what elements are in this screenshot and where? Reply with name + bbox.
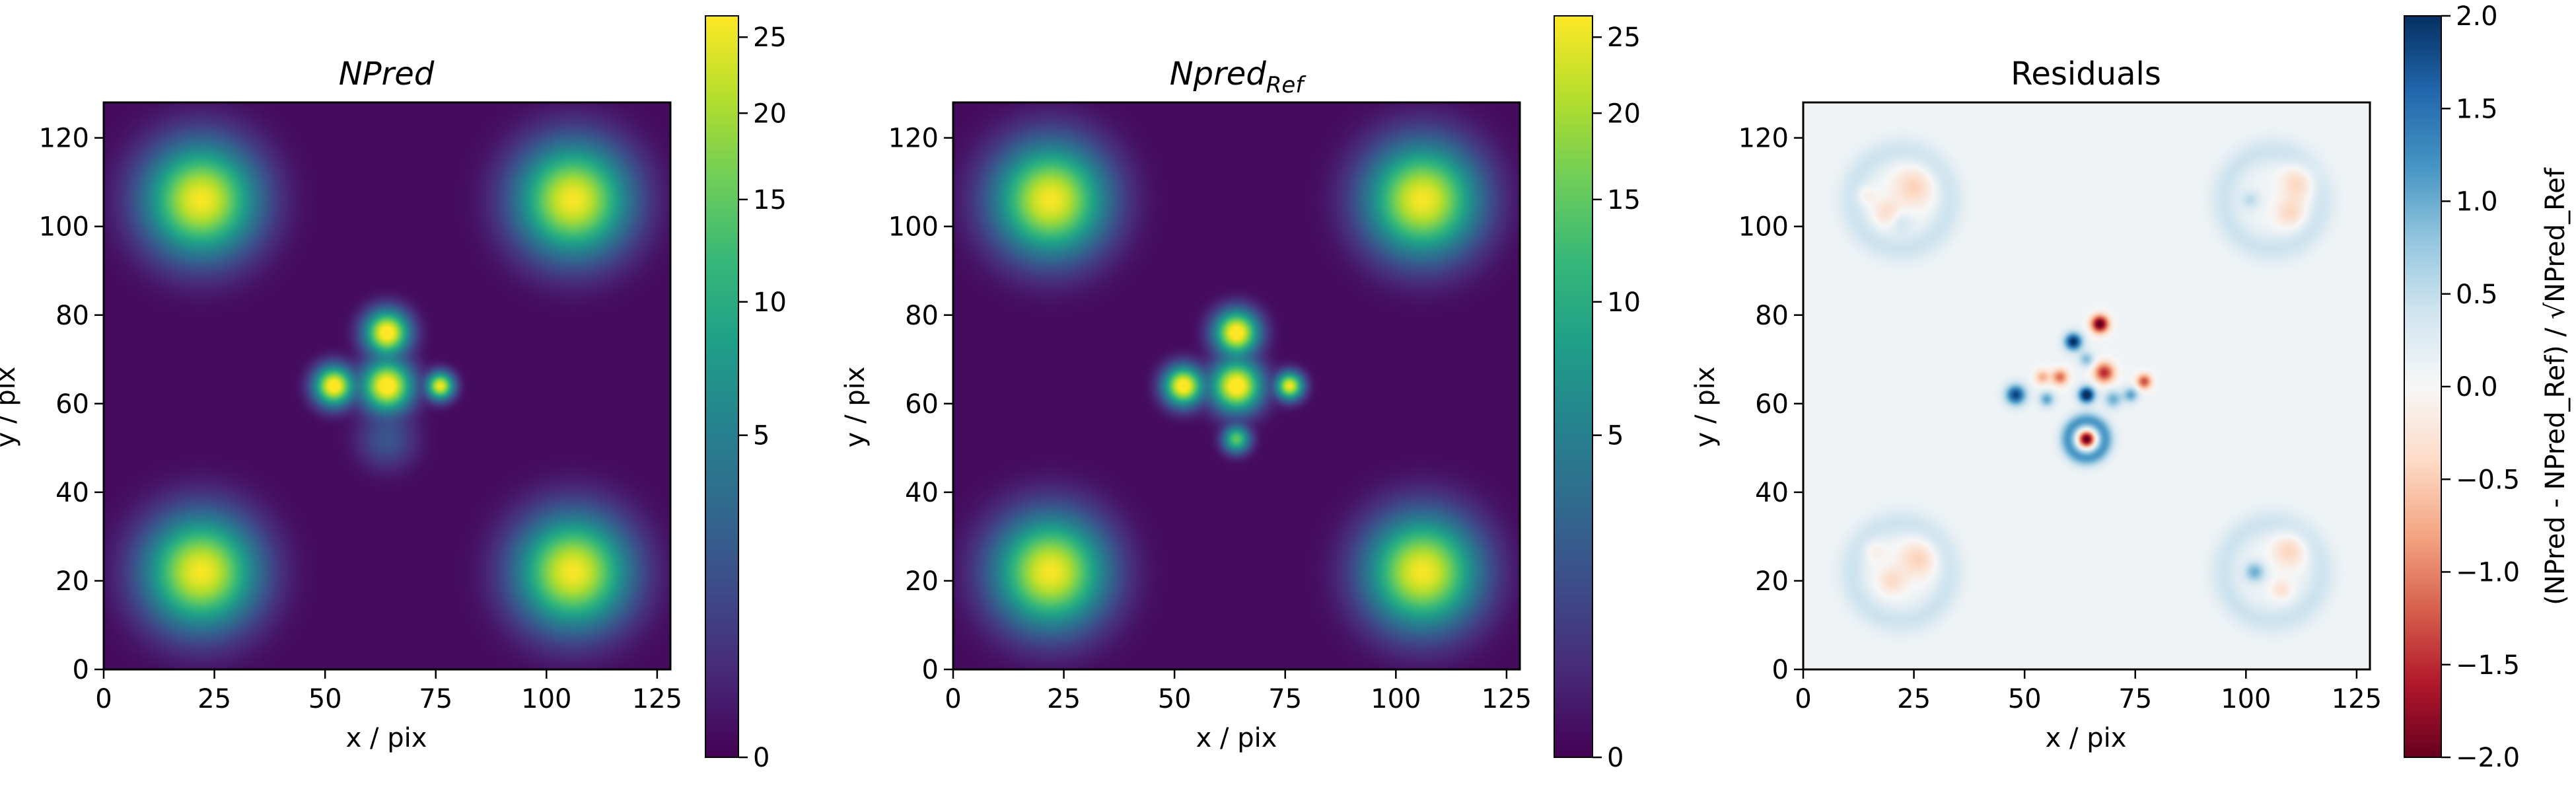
colorbar-tick-label: 2.0: [2456, 1, 2498, 32]
x-tick-label: 50: [2008, 684, 2042, 714]
y-tick-label: 0: [73, 655, 89, 685]
residuals-x-axis-label: x / pix: [2046, 723, 2127, 753]
x-tick-label: 125: [2332, 684, 2382, 714]
residuals-heatmap: [1803, 102, 2370, 669]
npred-ref-heatmap-frame: [953, 102, 1520, 669]
y-tick-label: 80: [55, 301, 89, 331]
residuals-axis-ticks: 0 25 50 75 100 125 0 20 40 60 80 100 120: [1738, 124, 2382, 714]
colorbar-tick-label: 15: [1607, 185, 1641, 215]
panel-residuals: Residuals 0 25 50 75 100 125 0 20 40 60 80 100 120 x…: [1690, 1, 2571, 773]
x-tick-label: 50: [308, 684, 342, 714]
npred-axis-ticks: 0 25 50 75 100 125 0 20 40 60 80 100 120: [39, 124, 682, 714]
y-tick-label: 120: [1738, 124, 1789, 154]
colorbar-tick-label: 0.5: [2456, 280, 2498, 310]
y-tick-label: 60: [55, 389, 89, 420]
colorbar-tick-label: 5: [753, 421, 769, 451]
residuals-axes-frame: [1802, 101, 2371, 671]
npred-ref-axes-frame: [952, 101, 1521, 671]
y-tick-label: 80: [1755, 301, 1789, 331]
npred-ref-colorbar: [1554, 16, 1592, 757]
y-tick-label: 0: [1772, 655, 1789, 685]
npred-ref-colorbar-ticks: 0 5 10 15 20 25: [1592, 22, 1641, 773]
x-tick-label: 75: [1268, 684, 1302, 714]
x-tick-label: 125: [1482, 684, 1532, 714]
npred-colorbar-ticks: 0 5 10 15 20 25: [738, 22, 787, 773]
npred-ref-title-subscript: Ref: [1266, 72, 1307, 98]
y-tick-label: 20: [55, 566, 89, 597]
x-tick-label: 75: [2118, 684, 2152, 714]
npred-colorbar-frame: [705, 15, 739, 758]
y-tick-label: 40: [905, 478, 939, 508]
npred-colorbar: [705, 16, 738, 757]
colorbar-tick-label: 1.5: [2456, 94, 2498, 124]
colorbar-tick-label: 1.0: [2456, 187, 2498, 217]
colorbar-tick-label: 0.0: [2456, 372, 2498, 402]
residuals-colorbar-label: (NPred - NPred_Ref) / √NPred_Ref: [2540, 167, 2571, 605]
x-tick-label: 50: [1158, 684, 1192, 714]
y-tick-label: 100: [888, 212, 939, 243]
colorbar-tick-label: 20: [1607, 98, 1641, 129]
x-tick-label: 25: [1047, 684, 1081, 714]
y-tick-label: 20: [1755, 566, 1789, 597]
x-tick-label: 25: [197, 684, 231, 714]
y-tick-label: 100: [39, 212, 89, 243]
npred-axes-frame: [102, 101, 672, 671]
colorbar-tick-label: −0.5: [2456, 465, 2520, 495]
colorbar-tick-label: 15: [753, 185, 787, 215]
colorbar-tick-label: 25: [753, 22, 787, 53]
npred-ref-y-axis-label: y / pix: [840, 367, 871, 448]
y-tick-label: 20: [905, 566, 939, 597]
y-tick-label: 60: [1755, 389, 1789, 420]
y-tick-label: 100: [1738, 212, 1789, 243]
colorbar-tick-label: 0: [1607, 743, 1624, 773]
residuals-colorbar-ticks: −2.0 −1.5 −1.0 −0.5 0.0 0.5 1.0 1.5 2.0: [2441, 1, 2520, 773]
y-tick-label: 40: [55, 478, 89, 508]
x-tick-label: 100: [2221, 684, 2271, 714]
npred-ref-title-main: Npred: [1170, 56, 1267, 93]
residuals-colorbar: [2404, 16, 2441, 757]
npred-heatmap: [104, 102, 670, 669]
colorbar-tick-label: −1.5: [2456, 650, 2520, 681]
y-tick-label: 120: [888, 124, 939, 154]
npred-ref-x-axis-label: x / pix: [1196, 723, 1277, 753]
npred-ref-heatmap: [953, 102, 1520, 669]
y-tick-label: 60: [905, 389, 939, 420]
residuals-heatmap-frame: [1803, 102, 2370, 669]
npred-ref-colorbar-frame: [1554, 15, 1593, 758]
x-tick-label: 25: [1897, 684, 1931, 714]
x-tick-label: 0: [95, 684, 112, 714]
colorbar-tick-label: 25: [1607, 22, 1641, 53]
colorbar-tick-label: 0: [753, 743, 769, 773]
x-tick-label: 100: [521, 684, 571, 714]
colorbar-tick-label: 10: [1607, 287, 1641, 318]
colorbar-tick-label: 5: [1607, 421, 1624, 451]
npred-ref-axis-ticks: 0 25 50 75 100 125 0 20 40 60 80 100 120: [888, 124, 1532, 714]
colorbar-tick-label: −2.0: [2456, 743, 2520, 773]
npred-x-axis-label: x / pix: [346, 723, 427, 753]
y-tick-label: 0: [922, 655, 939, 685]
npred-heatmap-frame: [104, 102, 670, 669]
colorbar-tick-label: 20: [753, 98, 787, 129]
npred-y-axis-label: y / pix: [0, 367, 21, 448]
x-tick-label: 0: [945, 684, 961, 714]
colorbar-tick-label: −1.0: [2456, 558, 2520, 588]
x-tick-label: 0: [1795, 684, 1811, 714]
y-tick-label: 40: [1755, 478, 1789, 508]
colorbar-tick-label: 10: [753, 287, 787, 318]
npred-title: NPred: [339, 56, 435, 93]
npred-ref-title: NpredRef: [1170, 56, 1307, 98]
y-tick-label: 120: [39, 124, 89, 154]
y-tick-label: 80: [905, 301, 939, 331]
residuals-y-axis-label: y / pix: [1690, 367, 1721, 448]
x-tick-label: 75: [419, 684, 452, 714]
x-tick-label: 100: [1371, 684, 1421, 714]
x-tick-label: 125: [632, 684, 682, 714]
residuals-title: Residuals: [2011, 56, 2161, 93]
